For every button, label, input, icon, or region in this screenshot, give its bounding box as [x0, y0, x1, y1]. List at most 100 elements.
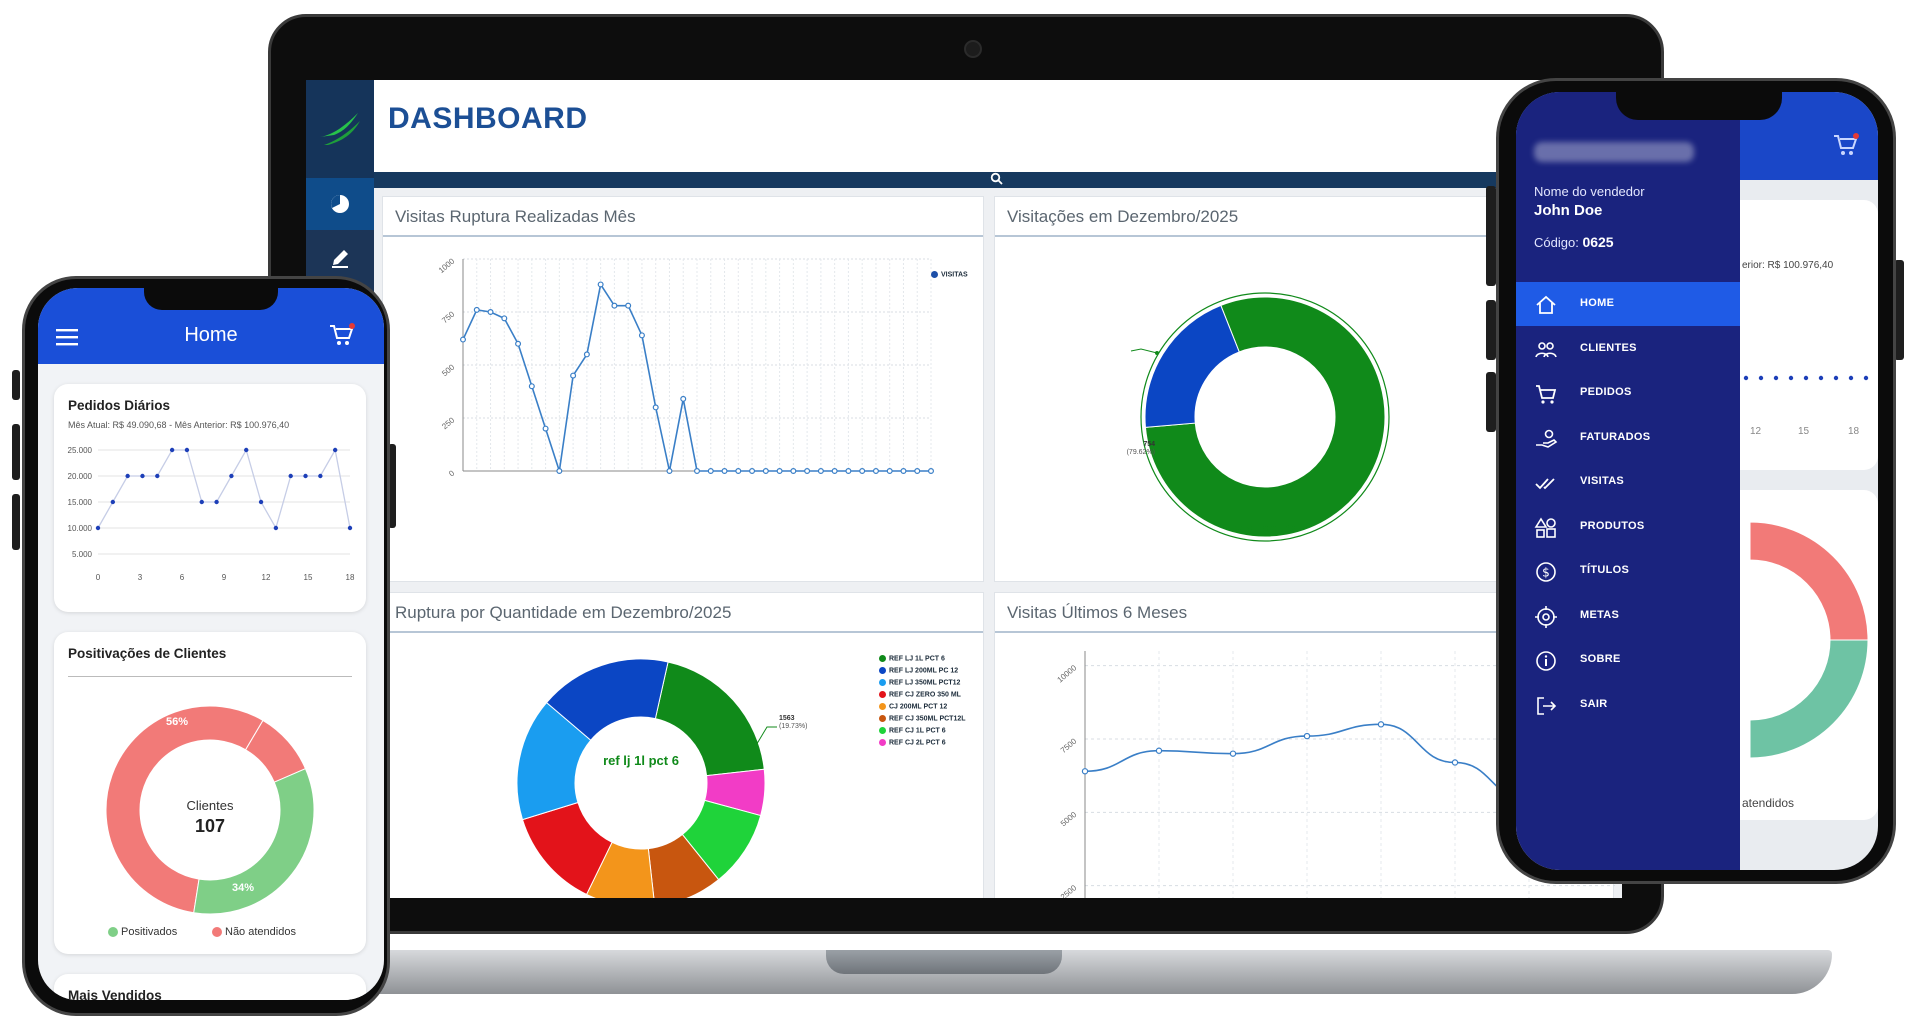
visits-data-point	[597, 281, 604, 288]
visits-data-point	[872, 468, 879, 475]
vendor-code: Código: 0625	[1534, 234, 1614, 250]
visits-data-point	[817, 468, 824, 475]
rupture-donut-chart	[516, 658, 777, 898]
visits-data-point	[487, 308, 494, 315]
visits-data-point	[735, 468, 742, 475]
orders-data-point	[184, 447, 190, 453]
rupture-legend-item[interactable]: REF CJ 2L PCT 6	[879, 739, 946, 746]
cart-icon[interactable]	[1832, 132, 1860, 158]
orders-data-point	[288, 473, 293, 479]
menu-item-produtos[interactable]: PRODUTOS	[1516, 505, 1740, 549]
legend-label: Não atendidos	[225, 926, 296, 938]
rupture-legend-item[interactable]: CJ 200ML PCT 12	[879, 703, 947, 710]
rupture-legend-item[interactable]: REF CJ 350ML PCT12L	[879, 715, 966, 722]
menu-item-visitas[interactable]: VISITAS	[1516, 460, 1740, 504]
rupture-legend-item[interactable]: REF LJ 1L PCT 6	[879, 655, 945, 662]
menu-item-label: PRODUTOS	[1580, 519, 1645, 532]
sidebar-dashboard-button[interactable]	[306, 178, 374, 230]
peek-tick: 15	[1798, 426, 1810, 437]
peek-data-point	[1743, 375, 1749, 381]
donut-center-value: 107	[194, 816, 226, 836]
menu-item-sair[interactable]: SAIR	[1516, 683, 1740, 727]
rupture-legend-item[interactable]: REF LJ 200ML PC 12	[879, 667, 958, 674]
company-name-blurred	[1534, 142, 1694, 162]
legend-label: REF CJ ZERO 350 ML	[889, 691, 961, 699]
laptop-screen: DASHBOARD Visitas Ruptura Realizadas Mês…	[306, 80, 1622, 898]
peek-orders-card: erior: R$ 100.976,40 12 15 18	[1740, 200, 1878, 470]
card-title: Mais Vendidos	[68, 988, 162, 1000]
x-tick-label: 15	[304, 573, 313, 582]
panel-title: Visitas Ruptura Realizadas Mês	[395, 207, 636, 226]
phone-side-button	[1486, 372, 1496, 432]
header-title: Home	[184, 324, 238, 346]
sidebar-edit-button[interactable]	[306, 232, 374, 284]
visits-data-point	[501, 315, 508, 322]
donut-annotation-value: 754	[1143, 441, 1155, 448]
rupture-quantity-panel: Ruptura por Quantidade em Dezembro/2025 …	[382, 592, 984, 898]
cart-icon[interactable]	[328, 322, 356, 348]
menu-item-títulos[interactable]: $ TÍTULOS	[1516, 549, 1740, 593]
visits-data-point	[776, 468, 783, 475]
menu-item-metas[interactable]: METAS	[1516, 594, 1740, 638]
code-value: 0625	[1582, 234, 1614, 250]
peek-data-point	[1803, 375, 1809, 381]
y-tick-label: 2500	[1059, 883, 1079, 898]
menu-item-label: SAIR	[1580, 697, 1608, 710]
hamburger-menu-icon[interactable]	[56, 328, 78, 346]
brand-logo[interactable]	[306, 80, 374, 178]
laptop-base-notch	[826, 950, 1062, 974]
x-tick-label: 0	[96, 573, 101, 582]
rupture-legend-item[interactable]: REF CJ ZERO 350 ML	[879, 691, 961, 698]
orders-data-point	[229, 473, 234, 479]
rupture-legend-item[interactable]: REF LJ 350ML PCT12	[879, 679, 960, 686]
rupture-annotation-line	[754, 726, 777, 748]
peek-data-point	[1758, 375, 1764, 381]
menu-item-label: VISITAS	[1580, 475, 1625, 487]
orders-data-point	[214, 499, 219, 505]
y-tick-label: 5000	[1059, 810, 1079, 829]
menu-item-clientes[interactable]: CLIENTES	[1516, 327, 1740, 371]
orders-data-point	[199, 499, 204, 505]
peek-donut-slice	[1740, 521, 1751, 759]
orders-data-point	[95, 525, 101, 531]
menu-item-faturados[interactable]: FATURADOS	[1516, 416, 1740, 460]
orders-data-point	[244, 447, 249, 453]
phone-side-button	[12, 424, 20, 480]
menu-item-sobre[interactable]: SOBRE	[1516, 638, 1740, 682]
peek-data-point	[1848, 375, 1854, 381]
code-label: Código:	[1534, 235, 1579, 250]
menu-item-home[interactable]: HOME	[1516, 282, 1740, 326]
menu-item-label: FATURADOS	[1580, 430, 1651, 443]
y-tick-label: 15.000	[68, 498, 93, 507]
rupture-legend-item[interactable]: REF CJ 1L PCT 6	[879, 727, 946, 734]
visits-data-point	[900, 468, 907, 475]
panel-title: Visitas Últimos 6 Meses	[1007, 603, 1188, 622]
info-icon	[1536, 651, 1556, 671]
legend-label: REF CJ 2L PCT 6	[889, 739, 946, 747]
search-bar[interactable]	[374, 172, 1622, 188]
card-title: Pedidos Diários	[68, 398, 171, 413]
legend-dot	[212, 927, 222, 938]
legend-dot	[108, 927, 118, 938]
panel-divider	[995, 631, 1613, 633]
positivation-donut-chart	[105, 705, 315, 915]
orders-series-line	[97, 448, 351, 530]
visits-data-point	[652, 404, 659, 411]
visits-data-point	[680, 395, 687, 402]
cart-icon	[1536, 385, 1557, 404]
visits-donut-slice	[1144, 296, 1386, 538]
positivation-donut-slice	[193, 768, 315, 915]
rupture-donut-slice	[647, 833, 720, 898]
page-title: DASHBOARD	[388, 102, 588, 135]
legend-dot	[879, 727, 886, 734]
rupture-annotation-value: 1563	[779, 715, 795, 722]
visits-data-point	[831, 468, 838, 475]
visits-data-point	[845, 468, 852, 475]
orders-data-point	[318, 473, 323, 479]
visits-data-point	[886, 468, 893, 475]
search-icon[interactable]	[990, 172, 1004, 186]
visits-rupture-panel: Visitas Ruptura Realizadas Mês 1000 750 50…	[382, 196, 984, 582]
menu-item-pedidos[interactable]: PEDIDOS	[1516, 371, 1740, 415]
dollar-circle-icon: $	[1536, 562, 1556, 582]
